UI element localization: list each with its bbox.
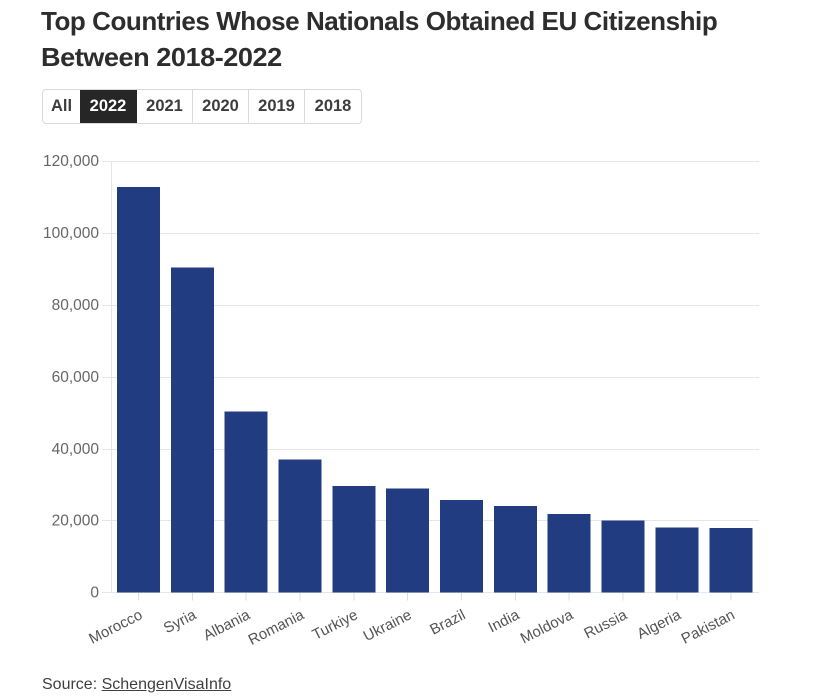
svg-text:Brazil: Brazil xyxy=(427,606,468,638)
svg-text:100,000: 100,000 xyxy=(43,225,99,242)
svg-text:Russia: Russia xyxy=(581,606,630,642)
svg-text:Moldova: Moldova xyxy=(518,606,577,647)
svg-text:Morocco: Morocco xyxy=(86,606,145,647)
svg-text:Ukraine: Ukraine xyxy=(361,606,415,645)
svg-text:Syria: Syria xyxy=(161,606,200,637)
svg-text:80,000: 80,000 xyxy=(52,297,100,314)
svg-text:40,000: 40,000 xyxy=(52,441,100,458)
svg-text:0: 0 xyxy=(90,585,99,602)
svg-text:Albania: Albania xyxy=(201,606,254,644)
svg-text:20,000: 20,000 xyxy=(52,513,100,530)
svg-text:Turkiye: Turkiye xyxy=(310,606,361,643)
svg-text:60,000: 60,000 xyxy=(52,369,100,386)
svg-text:Algeria: Algeria xyxy=(634,606,684,643)
svg-text:Pakistan: Pakistan xyxy=(679,606,738,647)
svg-text:Romania: Romania xyxy=(246,606,308,649)
svg-text:120,000: 120,000 xyxy=(43,153,99,170)
